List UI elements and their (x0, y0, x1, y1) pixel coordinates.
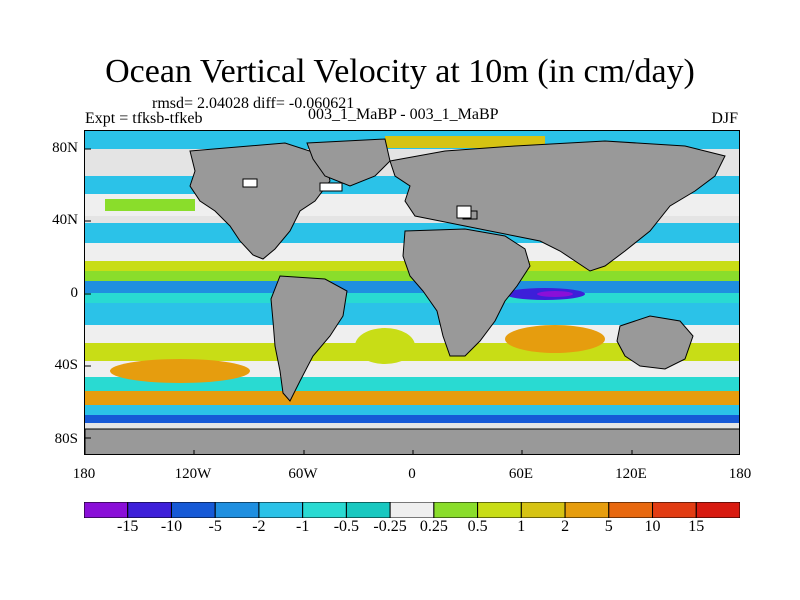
colorbar-tick-label: -0.5 (333, 518, 360, 535)
lon-label-60w: 60W (288, 466, 318, 482)
equator-band-1 (85, 281, 739, 293)
arctic-band-2 (385, 136, 545, 148)
pacific-warm-patch (110, 359, 250, 383)
inland-lakes (242, 178, 472, 219)
lat-label-80n: 80N (52, 140, 78, 156)
lon-label-120w: 120W (174, 466, 212, 482)
antarctica (85, 428, 739, 454)
lat-label-40s: 40S (54, 357, 78, 373)
atlantic-warm-patch (355, 328, 415, 364)
colorbar-tick-label: 1 (517, 518, 526, 535)
land-masses (85, 138, 739, 454)
lake-patch-2 (319, 182, 343, 192)
colorbar-tick-label: 0.25 (419, 518, 448, 535)
colorbar-tick-label: -0.25 (373, 518, 407, 535)
colorbar-tick-label: 15 (688, 518, 705, 535)
colorbar-tick-label: 2 (561, 518, 570, 535)
equatorial-indian-core (537, 291, 573, 297)
colorbar-tick-label: -5 (208, 518, 222, 535)
world-map-panel (84, 130, 740, 455)
graticule (85, 148, 633, 454)
colorbar-tick-label: -15 (117, 518, 139, 535)
season-label: DJF (711, 110, 738, 127)
colorbar-tick-label: 5 (604, 518, 613, 535)
lon-label-120e: 120E (615, 466, 647, 482)
colorbar-swatch (302, 502, 347, 518)
indian-warm-patch (505, 325, 605, 353)
colorbar-tick-label: 0.5 (467, 518, 488, 535)
cases-text: 003_1_MaBP - 003_1_MaBP (308, 106, 499, 123)
colorbar-swatch (345, 502, 391, 518)
southern-ocean-1 (85, 377, 739, 391)
colorbar-swatch (389, 502, 435, 518)
colorbar-swatch (695, 502, 740, 518)
colorbar-swatch (520, 502, 566, 518)
eurasia (389, 140, 726, 272)
south-trade-band (85, 303, 739, 325)
colorbar-swatch (214, 502, 260, 518)
equator-band-2 (85, 293, 739, 303)
colorbar-tick-label: -2 (252, 518, 266, 535)
colorbar-swatch (127, 502, 172, 518)
southern-ocean-4 (85, 415, 739, 423)
lon-label-60e: 60E (508, 466, 534, 482)
colorbar-tick-label: 10 (644, 518, 661, 535)
experiment-text: Expt = tfksb-tfkeb (85, 110, 203, 127)
lake-patch-1 (242, 178, 258, 188)
greenland (306, 138, 391, 187)
colorbar-tick-label: -1 (296, 518, 310, 535)
southern-ocean-3 (85, 405, 739, 415)
colorbar-swatch (477, 502, 522, 518)
lon-label-180w: 180 (72, 466, 96, 482)
colorbar-swatch (258, 502, 304, 518)
colorbar-tick-label: -10 (160, 518, 183, 535)
southern-ocean-2 (85, 391, 739, 405)
colorbar-swatch (652, 502, 697, 518)
north-pacific-green (105, 199, 195, 211)
map-title: Ocean Vertical Velocity at 10m (in cm/da… (105, 53, 695, 90)
lat-label-0: 0 (70, 285, 79, 301)
africa (402, 228, 531, 357)
ocean-velocity-map (85, 131, 739, 454)
colorbar-swatch (564, 502, 610, 518)
lon-label-180e: 180 (728, 466, 752, 482)
lon-label-0: 0 (408, 466, 416, 482)
colorbar-swatch (433, 502, 479, 518)
caspian-lake (456, 205, 472, 219)
colorbar (84, 502, 740, 518)
colorbar-swatch (170, 502, 216, 518)
colorbar-swatch (608, 502, 654, 518)
lat-label-80s: 80S (54, 431, 78, 447)
south-america (270, 275, 348, 402)
australia (616, 315, 694, 370)
lat-label-40n: 40N (52, 212, 78, 228)
colorbar-swatch (84, 502, 129, 518)
stats-text: rmsd= 2.04028 diff= -0.060621 (152, 95, 355, 112)
